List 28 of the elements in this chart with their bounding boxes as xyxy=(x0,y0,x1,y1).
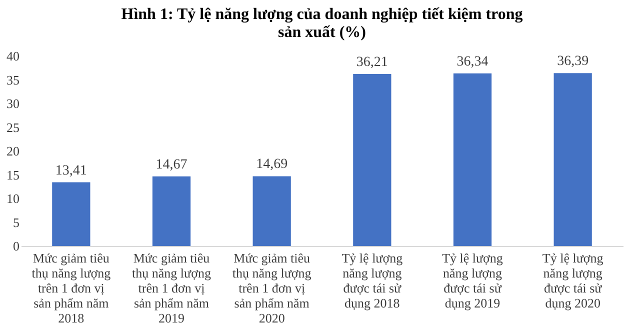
y-tick-label: 0 xyxy=(13,238,20,254)
bar xyxy=(52,182,90,246)
y-tick-label: 35 xyxy=(6,72,20,88)
data-label: 14,69 xyxy=(256,157,288,172)
data-label: 13,41 xyxy=(55,163,87,178)
x-tick-label: Mức giảm tiêu thụ năng lượng trên 1 đơn vị sản phẩm năm 2019 xyxy=(132,250,212,326)
x-tick-label: Mức giảm tiêu thụ năng lượng trên 1 đơn vị sản phẩm năm 2020 xyxy=(232,250,312,326)
data-label: 36,21 xyxy=(356,55,388,70)
x-tick-label: Tỷ lệ lượng năng lượng được tái sử dụng 2018 xyxy=(342,250,404,310)
bar xyxy=(554,73,592,246)
data-label: 36,39 xyxy=(557,54,589,70)
y-tick-label: 15 xyxy=(6,167,20,182)
x-tick-label: Tỷ lệ lượng năng lượng được tái sử dụng 2019 xyxy=(442,250,504,310)
bar xyxy=(453,73,492,246)
chart-title: Hình 1: Tỷ lệ năng lượng của doanh nghiệp tiết kiệm trong sản xuất (%) xyxy=(121,6,523,41)
y-tick-label: 20 xyxy=(6,144,20,158)
data-label: 36,34 xyxy=(456,54,488,70)
bar xyxy=(353,74,392,246)
y-tick-label: 25 xyxy=(6,120,20,135)
x-tick-label: Mức giảm tiêu thụ năng lượng trên 1 đơn vị sản phẩm năm 2018 xyxy=(32,250,112,326)
x-tick-label: Tỷ lệ lượng năng lượng được tái sử dụng 2020 xyxy=(542,250,604,310)
data-label: 14,67 xyxy=(156,157,188,172)
y-tick-label: 10 xyxy=(6,191,20,206)
bar xyxy=(152,176,191,246)
bar xyxy=(252,176,291,246)
y-tick-label: 40 xyxy=(6,48,20,64)
y-tick-label: 30 xyxy=(6,96,20,111)
y-tick-label: 5 xyxy=(13,214,20,230)
